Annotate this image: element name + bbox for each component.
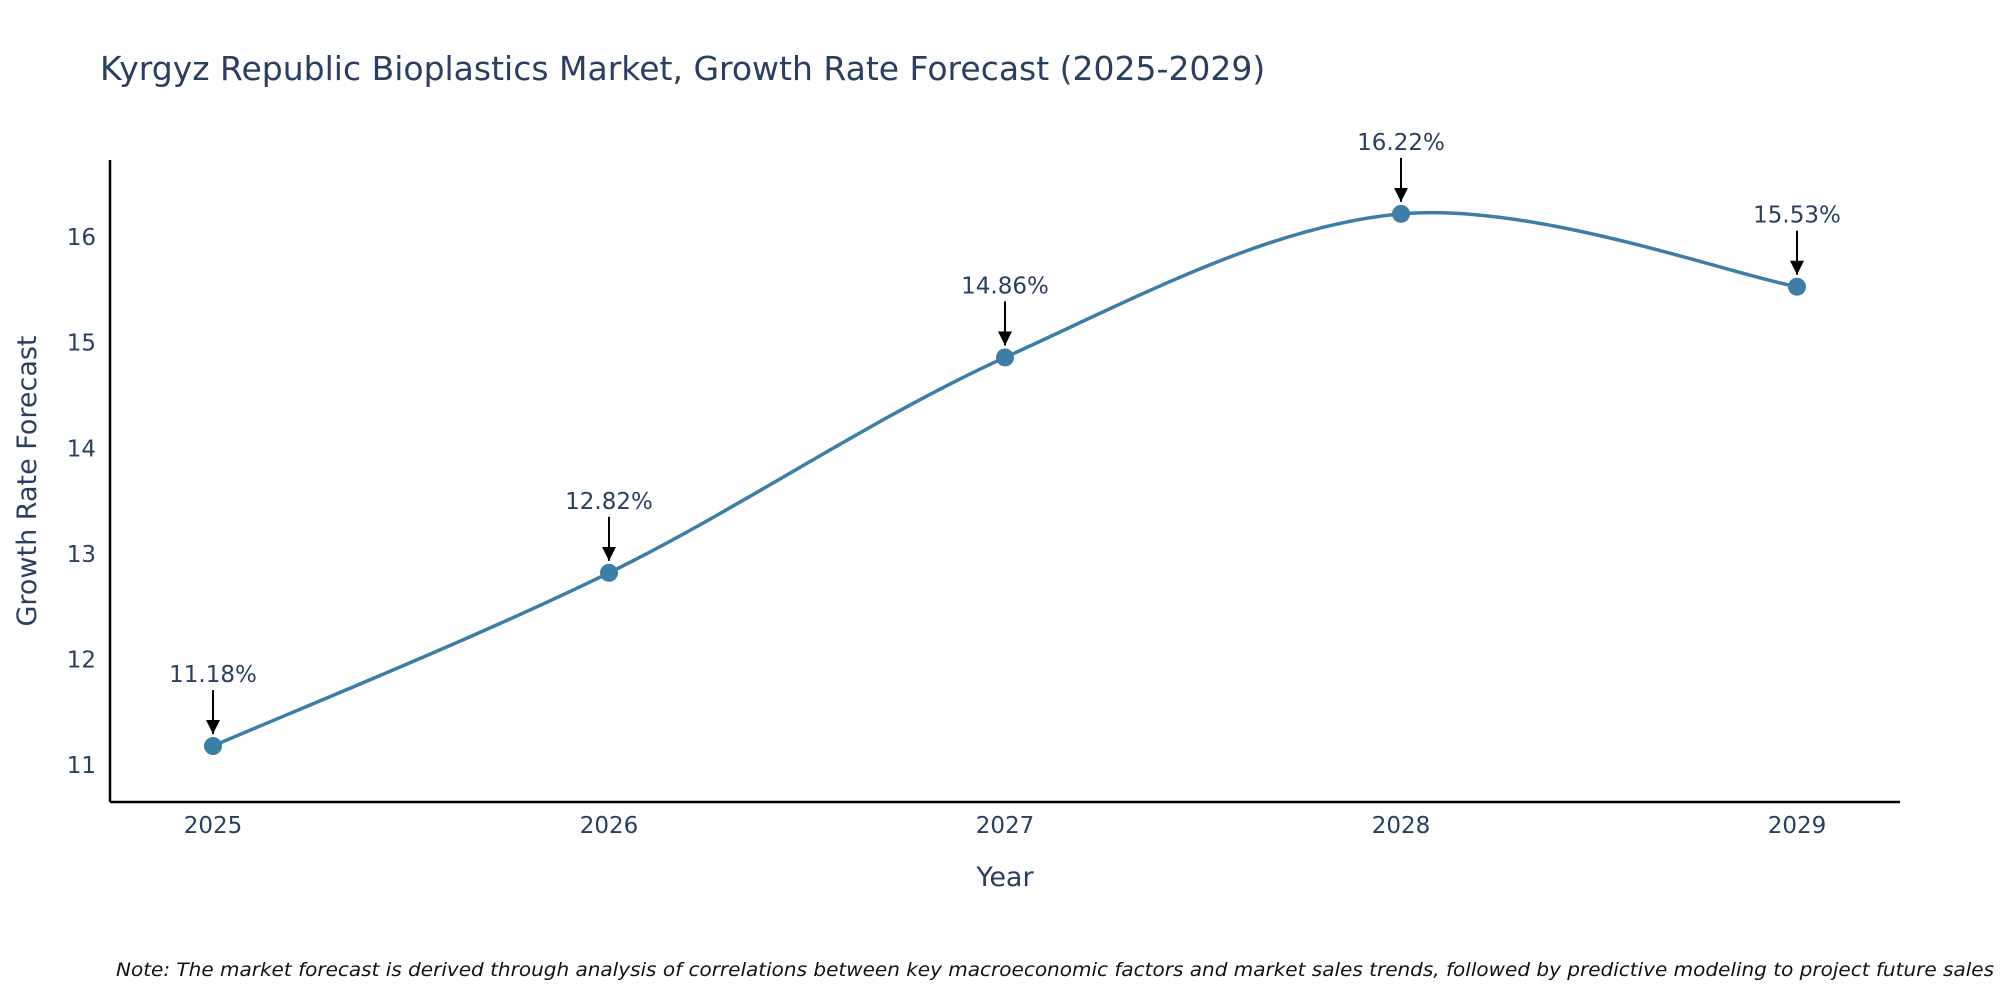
x-tick-label: 2027 [976,813,1035,839]
y-axis-title: Growth Rate Forecast [12,335,43,626]
x-tick-label: 2028 [1372,813,1431,839]
data-label: 11.18% [169,662,257,688]
data-label: 12.82% [565,489,653,515]
y-tick-label: 12 [67,647,96,673]
data-point [1392,204,1410,223]
chart-title: Kyrgyz Republic Bioplastics Market, Grow… [100,49,1265,88]
y-axis-ticks: 11 12 13 14 15 16 [67,225,96,779]
data-label: 16.22% [1357,130,1445,156]
data-point [996,348,1014,367]
y-tick-label: 11 [67,753,96,779]
x-tick-label: 2025 [184,813,243,839]
x-axis-ticks: 2025 2026 2027 2028 2029 [184,813,1827,839]
y-tick-label: 16 [67,225,96,251]
x-tick-label: 2026 [580,813,639,839]
footnote: Note: The market forecast is derived thr… [116,959,1994,981]
data-point [204,737,222,756]
data-label: 15.53% [1753,203,1841,229]
data-label: 14.86% [961,273,1049,299]
x-tick-label: 2029 [1768,813,1827,839]
y-tick-label: 13 [67,542,96,568]
data-point [600,563,618,582]
data-points [204,204,1806,756]
data-annotations: 11.18% 12.82% 14.86% 16.22% 15.53% [169,130,1841,735]
data-point [1788,277,1806,296]
x-axis-title: Year [975,862,1034,893]
y-tick-label: 14 [67,436,96,462]
y-tick-label: 15 [67,331,96,357]
